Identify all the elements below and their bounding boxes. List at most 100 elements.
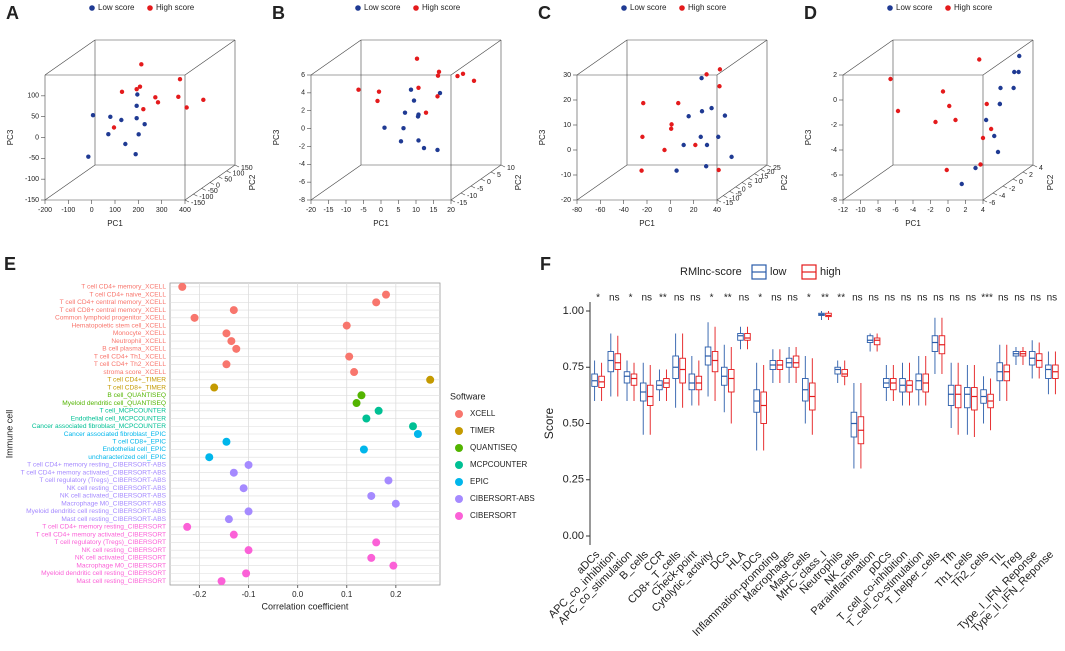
dot <box>372 298 381 307</box>
x-tick-label: 0.2 <box>390 590 402 599</box>
row-label: Cancer associated fibroblast_EPIC <box>64 431 166 438</box>
row-label: uncharacterized cell_EPIC <box>88 454 166 461</box>
z-tick-label: 6 <box>301 72 305 79</box>
z-tick-label: -6 <box>299 179 305 186</box>
sig-label: ns <box>1047 293 1058 304</box>
box <box>607 351 615 373</box>
sig-label: ns <box>949 293 960 304</box>
point <box>421 145 427 151</box>
z-tick-label: -50 <box>29 155 39 162</box>
legend-label: CIBERSORT <box>470 511 517 520</box>
y-tick <box>460 192 466 196</box>
sig-label: ns <box>868 293 879 304</box>
row-label: stroma score_XCELL <box>103 369 166 376</box>
y-tick-label: -10 <box>467 193 477 200</box>
box <box>688 373 696 391</box>
point <box>437 90 443 96</box>
point <box>142 121 147 127</box>
sig-label: ** <box>821 293 829 304</box>
point <box>716 167 721 173</box>
dot <box>244 507 253 516</box>
x-tick-label: -15 <box>323 207 333 214</box>
y-tick-label: 25 <box>773 165 781 172</box>
legend-label: high <box>820 266 841 278</box>
x-tick-label: 0 <box>946 207 950 214</box>
x-tick-label: 0.0 <box>292 590 304 599</box>
point <box>134 115 139 121</box>
box <box>737 333 744 341</box>
y-axis-title: PC2 <box>514 174 523 190</box>
box <box>906 380 913 393</box>
dot <box>391 499 400 508</box>
x-tick-label: 0 <box>379 207 383 214</box>
y-tick-label: 15 <box>761 174 769 181</box>
dot <box>352 399 361 408</box>
point <box>423 110 429 115</box>
point <box>1012 69 1017 75</box>
point <box>940 89 946 94</box>
legend-swatch <box>455 478 463 486</box>
y-tick-label: 1.00 <box>563 305 584 317</box>
point <box>995 149 1001 155</box>
x-axis-title: PC1 <box>905 219 921 228</box>
y-tick <box>234 164 240 168</box>
point <box>662 147 667 153</box>
point <box>983 117 989 123</box>
y-tick <box>209 182 215 185</box>
dot <box>222 360 231 369</box>
z-tick-label: 0 <box>567 147 571 154</box>
box <box>931 335 939 352</box>
x-tick-label: 0.1 <box>341 590 353 599</box>
row-label: T cell_MCPCOUNTER <box>99 408 166 415</box>
point <box>977 57 982 62</box>
sig-label: *** <box>981 293 993 304</box>
point <box>416 138 421 143</box>
legend-title: Software <box>450 391 486 401</box>
point <box>992 133 997 139</box>
row-label: T cell CD4+ Th1_XCELL <box>94 353 166 360</box>
z-tick-label: -6 <box>831 172 837 179</box>
dot <box>350 368 359 377</box>
point <box>435 73 441 78</box>
box-edge <box>842 39 894 76</box>
point <box>123 141 128 147</box>
point <box>933 119 938 125</box>
point <box>176 94 181 100</box>
row-label: T cell CD4+ memory resting_CIBERSORT <box>42 524 166 531</box>
point <box>135 92 140 97</box>
point <box>382 125 387 130</box>
point <box>136 132 141 137</box>
y-tick <box>716 199 722 203</box>
x-tick-label: 5 <box>397 207 401 214</box>
z-tick-label: 0 <box>35 134 39 141</box>
y-tick-label: -5 <box>477 186 483 193</box>
x-tick-label: 200 <box>132 207 144 214</box>
point <box>953 117 958 123</box>
legend-swatch <box>621 5 627 11</box>
z-axis-title: PC3 <box>272 129 281 145</box>
point <box>717 84 722 89</box>
y-axis-title: Score <box>542 408 556 440</box>
y-tick-label: -4 <box>999 193 1005 200</box>
sig-label: ns <box>674 293 685 304</box>
y-tick-label: -15 <box>457 200 467 207</box>
y-tick-label: 150 <box>241 165 253 172</box>
box <box>792 355 800 368</box>
x-tick-label: 10 <box>412 207 420 214</box>
x-tick-label: 300 <box>156 207 168 214</box>
x-tick-label: -6 <box>892 207 898 214</box>
point <box>947 103 952 109</box>
dot <box>374 406 383 415</box>
legend-swatch <box>147 5 153 11</box>
dot <box>372 538 381 547</box>
point <box>709 105 714 111</box>
y-tick <box>184 199 190 203</box>
box <box>679 357 686 384</box>
point <box>1016 69 1021 75</box>
row-label: Mast cell resting_CIBERSORT-ABS <box>61 516 166 523</box>
legend-title: RMlnc-score <box>680 266 742 278</box>
dot <box>384 476 393 485</box>
x-tick-label: 20 <box>690 207 698 214</box>
box-edge <box>576 164 628 201</box>
sig-label: ns <box>885 293 896 304</box>
